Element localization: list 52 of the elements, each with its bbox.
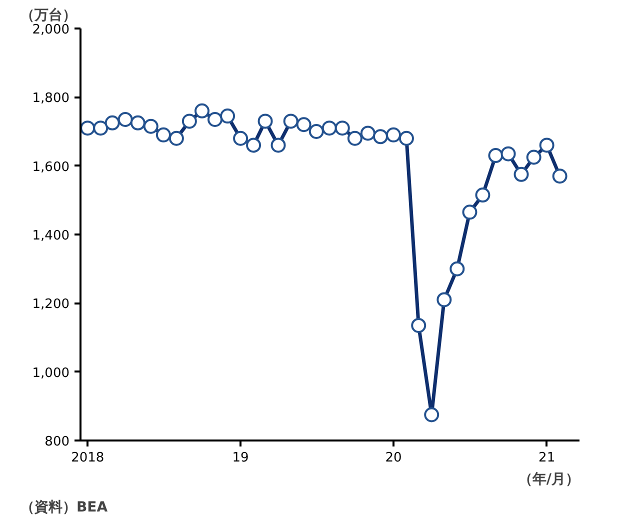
point	[347, 130, 362, 146]
point	[194, 103, 210, 118]
point	[488, 148, 504, 164]
point	[539, 138, 554, 153]
point	[156, 127, 171, 142]
point	[386, 127, 401, 142]
point	[283, 114, 298, 129]
y-tick-label: 1,400	[32, 228, 70, 244]
y-tick-label: 1,800	[32, 91, 70, 106]
point	[296, 117, 312, 132]
point	[500, 146, 516, 162]
point	[130, 115, 146, 130]
point	[168, 130, 184, 146]
point	[182, 114, 197, 129]
point	[552, 168, 568, 184]
y-tick-label: 2,000	[32, 22, 70, 38]
point	[514, 166, 529, 182]
point	[93, 120, 108, 136]
x-tick-label: 2018	[71, 450, 104, 466]
point	[246, 138, 262, 153]
y-axis-title: （万台）	[20, 8, 76, 24]
x-tick-label: 21	[538, 450, 556, 466]
point	[207, 112, 222, 127]
point	[233, 130, 248, 146]
point	[80, 120, 96, 136]
x-axis-title: （年/月）	[518, 472, 580, 488]
point	[118, 112, 133, 127]
point	[462, 204, 478, 220]
text: （資料）BEA	[20, 500, 108, 516]
y-tick-label: 800	[44, 434, 70, 450]
y-tick-label: 1,200	[32, 297, 70, 312]
point	[258, 114, 273, 129]
point	[143, 118, 158, 134]
point	[475, 188, 490, 203]
point	[360, 126, 376, 141]
point	[436, 292, 452, 308]
y-tick-label: 1,600	[32, 160, 70, 175]
point	[334, 120, 350, 136]
point	[270, 138, 286, 153]
x-tick-label: 19	[232, 450, 249, 466]
point	[424, 407, 440, 422]
x-tick-label: 20	[385, 450, 402, 466]
point	[308, 124, 324, 139]
y-tick-label: 1,000	[32, 366, 70, 381]
point	[398, 130, 414, 146]
point	[526, 150, 542, 165]
point	[322, 120, 337, 136]
point	[220, 108, 236, 124]
point	[104, 115, 120, 130]
point	[450, 261, 465, 276]
point	[411, 318, 426, 333]
point	[372, 129, 388, 144]
